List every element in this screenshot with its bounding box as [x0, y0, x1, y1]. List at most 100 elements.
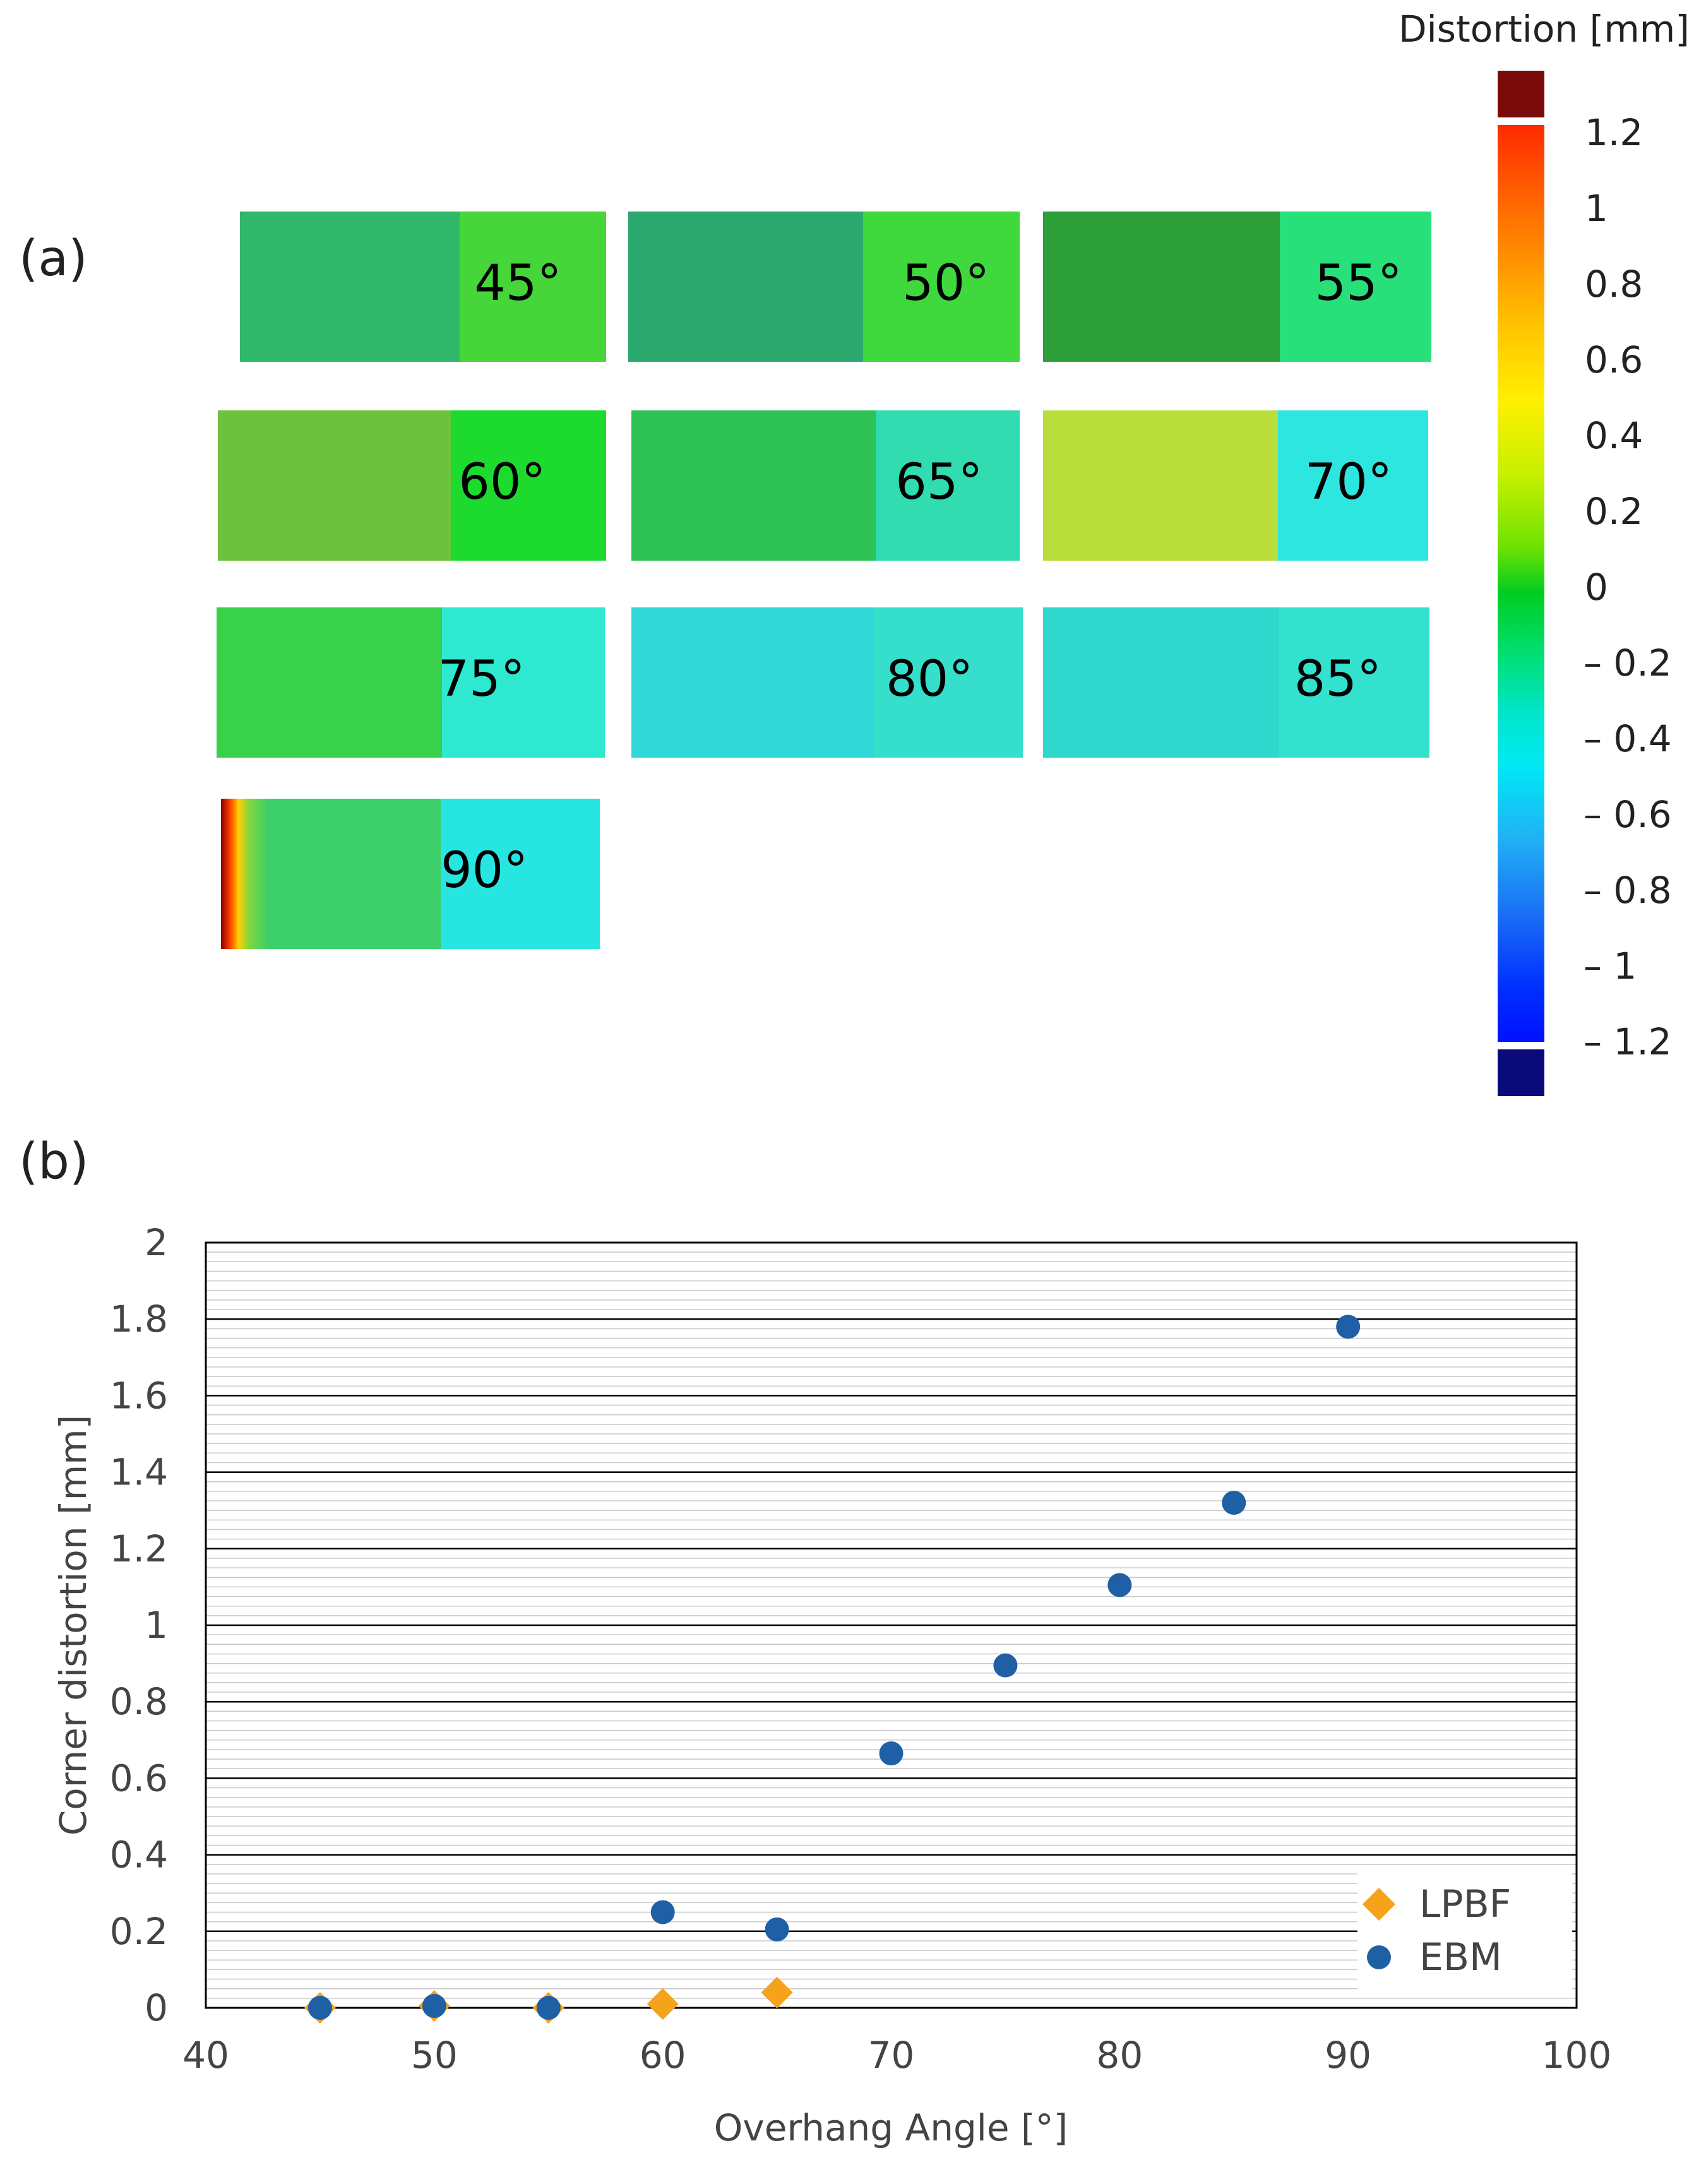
colorbar-tick-label: 0.4 [1585, 414, 1643, 457]
colorbar-tick-label: 0.6 [1585, 338, 1643, 381]
specimen-angle-label: 50° [902, 255, 990, 312]
colorbar-tick-label: – 1.2 [1584, 1020, 1672, 1063]
specimen-base-surface [874, 607, 1023, 758]
colorbar-tick-label: 0.8 [1585, 263, 1643, 306]
legend-lpbf-label: LPBF [1419, 1882, 1511, 1926]
ebm-point [1222, 1491, 1246, 1515]
specimen-angle-label: 45° [474, 255, 562, 312]
x-tick-label: 80 [1096, 2034, 1143, 2077]
y-tick-label: 0 [145, 1986, 168, 2029]
x-axis-label: Overhang Angle [°] [714, 2106, 1068, 2149]
y-tick-label: 1.6 [110, 1374, 168, 1417]
ebm-point [879, 1741, 904, 1766]
specimen-base-surface [1280, 212, 1431, 362]
colorbar-tick-label: – 0.8 [1584, 869, 1672, 912]
specimen-overhang-surface [628, 212, 863, 362]
specimen-base-surface [1278, 410, 1428, 561]
legend-lpbf-marker [1363, 1888, 1395, 1921]
colorbar-tick-label: 0 [1585, 566, 1608, 609]
y-tick-label: 1 [145, 1604, 168, 1647]
colorbar-under-swatch [1498, 1049, 1544, 1096]
specimen-base-surface [451, 410, 606, 561]
colorbar-tick-label: 1.2 [1585, 111, 1643, 154]
colorbar-tick-label: – 0.6 [1584, 793, 1672, 836]
specimen-overhang-surface [631, 607, 874, 758]
ebm-point [422, 1993, 446, 2018]
specimen-90-deg: 90° [221, 799, 600, 949]
lpbf-point [761, 1976, 793, 2008]
specimen-55-deg: 55° [1043, 212, 1431, 362]
y-tick-label: 0.6 [110, 1757, 168, 1799]
specimen-angle-label: 85° [1294, 651, 1382, 708]
colorbar-tick-label: 1 [1585, 187, 1608, 230]
x-tick-label: 40 [182, 2034, 229, 2077]
y-tick-labels: 0 0.2 0.4 0.6 0.8 1 1.2 1.4 1.6 1.8 2 [110, 1221, 168, 2029]
y-tick-label: 1.8 [110, 1298, 168, 1340]
y-axis-label: Corner distortion [mm] [52, 1415, 95, 1836]
specimen-angle-label: 90° [441, 842, 528, 899]
specimen-65-deg: 65° [631, 410, 1020, 561]
specimen-base-surface [441, 799, 600, 949]
colorbar-tick-label: – 0.4 [1584, 717, 1672, 760]
specimen-overhang-surface [1043, 212, 1280, 362]
specimen-70-deg: 70° [1043, 410, 1428, 561]
colorbar-gradient [1498, 125, 1544, 1042]
ebm-point [536, 1996, 561, 2020]
specimen-overhang-surface [240, 212, 460, 362]
x-tick-labels: 40 50 60 70 80 90 100 [182, 2034, 1611, 2077]
legend: LPBF EBM [1357, 1866, 1572, 1992]
specimen-angle-label: 70° [1304, 454, 1393, 511]
specimen-angle-label: 65° [895, 454, 983, 511]
legend-background [1357, 1866, 1572, 1992]
specimen-base-surface [1279, 607, 1429, 758]
x-tick-label: 60 [640, 2034, 686, 2077]
specimen-80-deg: 80° [631, 607, 1023, 758]
legend-ebm-label: EBM [1419, 1935, 1502, 1979]
y-tick-label: 2 [145, 1221, 168, 1264]
legend-ebm-marker [1367, 1945, 1391, 1969]
specimen-angle-label: 80° [886, 651, 974, 708]
data-points [304, 1315, 1361, 2024]
specimen-base-surface [441, 607, 605, 758]
specimen-45-deg: 45° [240, 212, 606, 362]
x-tick-label: 90 [1325, 2034, 1371, 2077]
colorbar-over-swatch [1498, 71, 1544, 117]
specimen-75-deg: 75° [217, 607, 605, 758]
panel-b-label: (b) [19, 1133, 89, 1190]
ebm-point [765, 1917, 789, 1942]
specimen-50-deg: 50° [628, 212, 1020, 362]
panel-a-label: (a) [19, 230, 88, 287]
y-tick-label: 1.2 [110, 1527, 168, 1570]
plot-frame [205, 1241, 1578, 2009]
colorbar-title: Distortion [mm] [1399, 8, 1690, 51]
specimen-overhang-surface [221, 799, 441, 949]
specimen-base-surface [876, 410, 1020, 561]
colorbar-tick-label: – 1 [1584, 945, 1637, 988]
specimen-overhang-surface [217, 607, 442, 758]
colorbar-tick-label: 0.2 [1585, 490, 1643, 533]
specimen-85-deg: 85° [1043, 607, 1429, 758]
specimen-base-surface [863, 212, 1020, 362]
ebm-point [1336, 1315, 1361, 1339]
specimen-overhang-surface [631, 410, 876, 561]
y-tick-label: 0.8 [110, 1680, 168, 1723]
specimen-60-deg: 60° [218, 410, 606, 561]
ebm-point [650, 1900, 675, 1924]
y-tick-label: 1.4 [110, 1451, 168, 1494]
scatter-chart: 40 50 60 70 80 90 100 0 0.2 0.4 0.6 0.8 1 1.2 1.4 1.6 1… [52, 1221, 1611, 2149]
specimen-angle-label: 75° [438, 651, 525, 708]
specimen-overhang-surface [218, 410, 451, 561]
ebm-point [993, 1653, 1018, 1678]
colorbar-tick-label: – 0.2 [1584, 641, 1672, 684]
ebm-point [307, 1996, 332, 2020]
y-tick-label: 0.2 [110, 1910, 168, 1953]
specimen-overhang-surface [1043, 410, 1279, 561]
x-tick-label: 50 [411, 2034, 458, 2077]
specimen-overhang-surface [1043, 607, 1279, 758]
x-tick-label: 100 [1542, 2034, 1612, 2077]
specimen-angle-label: 55° [1315, 255, 1402, 312]
x-tick-label: 70 [868, 2034, 915, 2077]
specimen-base-surface [460, 212, 606, 362]
lpbf-point [647, 1988, 679, 2020]
y-tick-label: 0.4 [110, 1834, 168, 1877]
